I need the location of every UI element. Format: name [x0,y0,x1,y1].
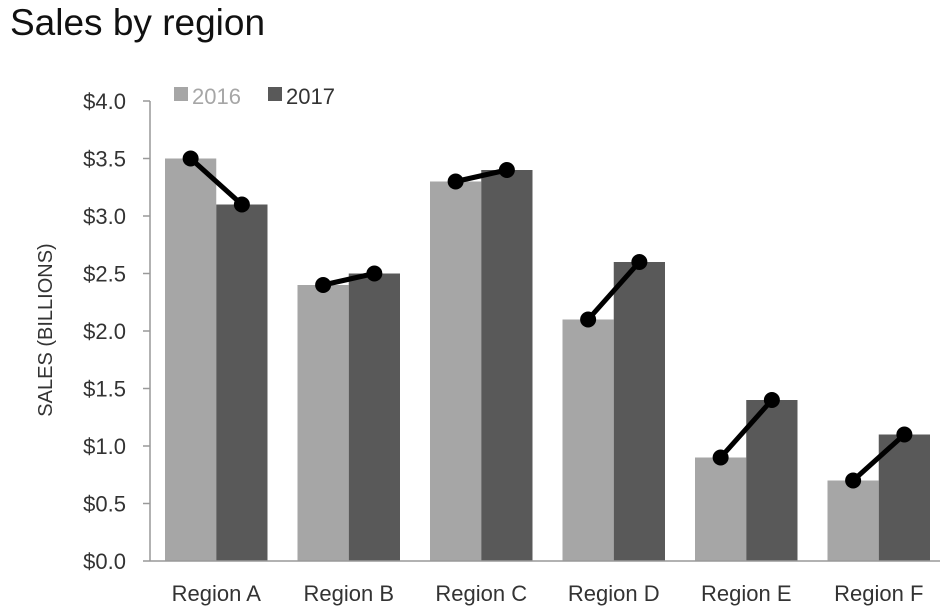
slope-line-region-f [850,432,907,483]
bar-2016-region-f [827,480,879,561]
slope-dot-2016-region-a [182,150,199,167]
slope-dot-2017-region-a [233,196,250,213]
x-tick-label: Region F [834,581,923,606]
slope-dot-2017-region-f [896,426,913,443]
y-axis-label: SALES (BILLIONS) [35,243,57,416]
slope-dot-2016-region-e [712,449,729,466]
x-tick-label: Region B [303,581,394,606]
bar-2016-region-b [297,285,349,561]
slope-line-region-a [188,156,245,207]
slope-dot-2016-region-c [447,173,464,190]
slope-dot-2016-region-b [315,277,332,293]
slope-dot-2017-region-e [763,392,780,408]
x-tick-label: Region C [435,581,527,606]
slope-dot-2016-region-f [845,472,862,489]
slope-line-region-e [718,397,775,460]
y-tick-label: $4.0 [83,89,126,114]
legend-swatch-2017 [268,87,282,101]
bar-2016-region-a [165,158,217,561]
y-tick-label: $2.0 [83,319,126,344]
legend-label-2016: 2016 [192,84,241,109]
bar-2017-region-a [216,204,268,561]
legend-label-2017: 2017 [286,84,335,109]
x-tick-label: Region A [172,581,262,606]
y-tick-label: $1.0 [83,434,126,459]
slope-line-region-b [320,271,377,288]
y-tick-label: $3.0 [83,204,126,229]
slope-dot-2017-region-d [631,254,648,270]
bar-2016-region-c [430,181,482,561]
y-tick-label: $1.5 [83,377,126,402]
chart-title: Sales by region [10,2,266,43]
bar-2017-region-b [348,273,400,561]
legend-swatch-2016 [174,87,188,101]
slope-line-region-c [453,167,510,184]
slope-dot-2017-region-c [498,162,515,178]
y-tick-label: $2.5 [83,262,126,287]
x-tick-label: Region E [701,581,792,606]
bar-2017-region-c [481,170,533,561]
slope-line-region-d [585,259,642,322]
x-tick-label: Region D [568,581,660,606]
bar-2017-region-e [746,400,798,561]
bar-2016-region-e [695,457,747,561]
slope-dot-2016-region-d [580,311,597,328]
bar-2017-region-f [878,434,930,561]
bar-2016-region-d [562,319,614,561]
y-tick-label: $0.5 [83,492,126,517]
slope-dot-2017-region-b [366,265,383,282]
y-tick-label: $3.5 [83,147,126,172]
bar-2017-region-d [613,262,665,561]
y-tick-label: $0.0 [83,549,126,574]
